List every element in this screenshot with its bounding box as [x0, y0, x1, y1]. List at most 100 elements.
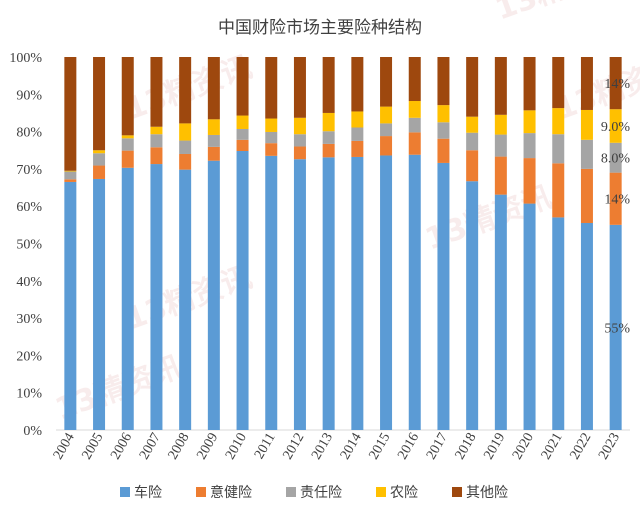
watermark-text: 13精资讯: [491, 0, 627, 28]
bar-segment: [466, 181, 479, 430]
bar-segment: [236, 139, 249, 151]
bar-segment: [552, 163, 565, 218]
legend-swatch: [286, 487, 296, 497]
bar-segment: [265, 155, 278, 430]
bar-segment: [179, 57, 192, 124]
legend: 车险 意健险 责任险 农险 其他险: [120, 484, 508, 501]
y-tick-label: 0%: [23, 424, 42, 439]
x-tick-label: 2004: [51, 431, 78, 463]
bar-segment: [64, 170, 77, 172]
x-tick-label: 2019: [481, 430, 508, 462]
bar-segment: [494, 114, 507, 135]
legend-label: 责任险: [300, 485, 342, 501]
bar-segment: [351, 57, 364, 112]
bar-segment: [466, 116, 479, 133]
bar-segment: [609, 142, 622, 173]
x-tick-label: 2006: [108, 431, 135, 463]
bar-segment: [580, 109, 593, 140]
y-tick-label: 70%: [16, 163, 42, 178]
bar-segment: [380, 106, 393, 124]
bar-segment: [179, 153, 192, 170]
bar-segment: [150, 134, 163, 148]
bar-segment: [609, 109, 622, 143]
x-tick-label: 2007: [137, 431, 164, 463]
bar-segment: [293, 146, 306, 160]
bar-segment: [380, 136, 393, 156]
bar-segment: [351, 156, 364, 431]
x-tick-label: 2018: [453, 431, 480, 463]
bar-segment: [380, 123, 393, 137]
bar-segment: [408, 132, 421, 155]
bar-segment: [437, 162, 450, 430]
bar-segment: [150, 164, 163, 430]
bar-segment: [494, 134, 507, 157]
y-tick-label: 50%: [16, 238, 42, 253]
bar-segment: [552, 108, 565, 135]
bar-segment: [265, 57, 278, 119]
bar-segment: [351, 140, 364, 157]
bar-segment: [236, 128, 249, 140]
bar-segment: [494, 194, 507, 430]
y-tick-label: 30%: [16, 312, 42, 327]
x-tick-label: 2014: [338, 431, 365, 463]
bar-segment: [293, 117, 306, 135]
bar-segment: [293, 159, 306, 430]
bar-segment: [322, 57, 335, 113]
x-tick-label: 2010: [223, 431, 250, 463]
bar-segment: [552, 134, 565, 164]
bar-segment: [466, 132, 479, 151]
x-tick-label: 2023: [596, 431, 623, 463]
bar-segment: [93, 57, 106, 151]
bar-segment: [408, 154, 421, 430]
bar-segment: [523, 203, 536, 430]
x-tick-label: 2017: [424, 431, 451, 463]
bar-segment: [437, 57, 450, 106]
bar-segment: [351, 127, 364, 141]
y-tick-label: 100%: [9, 51, 42, 66]
bar-segment: [609, 224, 622, 430]
bar-segment: [150, 57, 163, 127]
bar-segment: [466, 150, 479, 182]
y-tick-label: 90%: [16, 88, 42, 103]
bar-segment: [207, 57, 220, 120]
x-tick-label: 2015: [367, 431, 394, 463]
y-tick-label: 10%: [16, 387, 42, 402]
legend-label: 其他险: [466, 485, 508, 501]
bar-segment: [179, 123, 192, 141]
legend-label: 农险: [390, 485, 418, 501]
bar-segment: [523, 57, 536, 111]
bar-segment: [150, 147, 163, 165]
watermark-layer: 13精资讯13精资讯13精资讯13精资讯13精资讯13精资讯: [51, 0, 640, 428]
y-tick-label: 20%: [16, 349, 42, 364]
annotations: 55% 14% 8.0% 9.0% 14%: [601, 77, 631, 336]
plot-area: [64, 57, 622, 431]
legend-swatch: [376, 487, 386, 497]
bar-segment: [351, 111, 364, 128]
bar-segment: [552, 57, 565, 109]
bar-segment: [121, 135, 134, 139]
bar-segment: [93, 178, 106, 430]
bar-segment: [408, 57, 421, 102]
bar-segment: [437, 105, 450, 123]
x-tick-label: 2021: [539, 431, 566, 463]
x-tick-label: 2008: [166, 431, 193, 463]
x-tick-label: 2011: [252, 431, 279, 462]
bar-segment: [93, 165, 106, 179]
bar-segment: [437, 138, 450, 163]
x-tick-label: 2009: [194, 431, 221, 463]
bar-segment: [609, 172, 622, 225]
data-label: 8.0%: [601, 152, 631, 167]
bar-segment: [64, 171, 77, 180]
bar-segment: [93, 150, 106, 154]
x-tick-label: 2013: [309, 431, 336, 463]
bar-segment: [121, 138, 134, 151]
x-axis: 2004 2005 2006 2007 2008 2009 2010 2011 2012 2013…: [51, 430, 623, 462]
data-label: 14%: [604, 77, 630, 92]
x-tick-label: 2016: [395, 431, 422, 463]
bar-segment: [207, 146, 220, 161]
chart-title: 中国财险市场主要险种结构: [218, 18, 422, 38]
bar-segment: [121, 150, 134, 168]
bar-segment: [293, 134, 306, 147]
bar-segment: [236, 115, 249, 129]
